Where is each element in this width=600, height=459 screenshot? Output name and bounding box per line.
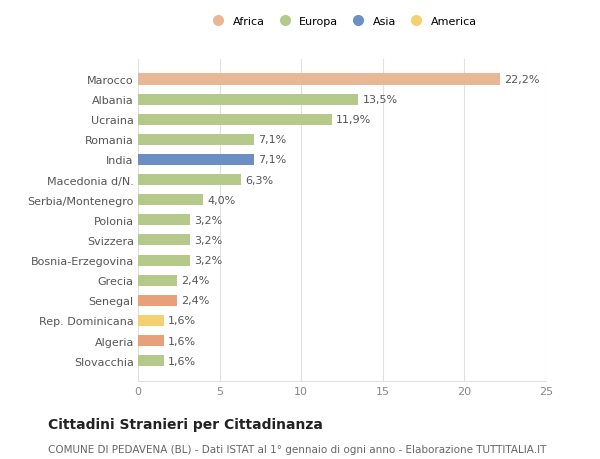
Text: 4,0%: 4,0%: [208, 195, 236, 205]
Text: 2,4%: 2,4%: [181, 275, 209, 285]
Bar: [138, 95, 358, 106]
Bar: [138, 114, 332, 125]
Bar: [138, 235, 190, 246]
Text: 2,4%: 2,4%: [181, 296, 209, 306]
Text: 11,9%: 11,9%: [336, 115, 371, 125]
Text: 1,6%: 1,6%: [168, 336, 196, 346]
Bar: [138, 355, 164, 366]
Text: 13,5%: 13,5%: [362, 95, 398, 105]
Bar: [138, 335, 164, 346]
Legend: Africa, Europa, Asia, America: Africa, Europa, Asia, America: [207, 17, 477, 27]
Text: 1,6%: 1,6%: [168, 316, 196, 326]
Text: 3,2%: 3,2%: [194, 256, 223, 265]
Bar: [138, 295, 177, 306]
Text: Cittadini Stranieri per Cittadinanza: Cittadini Stranieri per Cittadinanza: [48, 418, 323, 431]
Text: 3,2%: 3,2%: [194, 235, 223, 246]
Text: 7,1%: 7,1%: [258, 135, 286, 145]
Bar: [138, 74, 500, 85]
Bar: [138, 215, 190, 226]
Text: 7,1%: 7,1%: [258, 155, 286, 165]
Bar: [138, 195, 203, 206]
Text: COMUNE DI PEDAVENA (BL) - Dati ISTAT al 1° gennaio di ogni anno - Elaborazione T: COMUNE DI PEDAVENA (BL) - Dati ISTAT al …: [48, 444, 547, 454]
Bar: [138, 275, 177, 286]
Text: 6,3%: 6,3%: [245, 175, 273, 185]
Text: 22,2%: 22,2%: [505, 75, 540, 85]
Bar: [138, 315, 164, 326]
Bar: [138, 155, 254, 166]
Bar: [138, 255, 190, 266]
Bar: [138, 134, 254, 146]
Bar: [138, 174, 241, 186]
Text: 3,2%: 3,2%: [194, 215, 223, 225]
Text: 1,6%: 1,6%: [168, 356, 196, 366]
